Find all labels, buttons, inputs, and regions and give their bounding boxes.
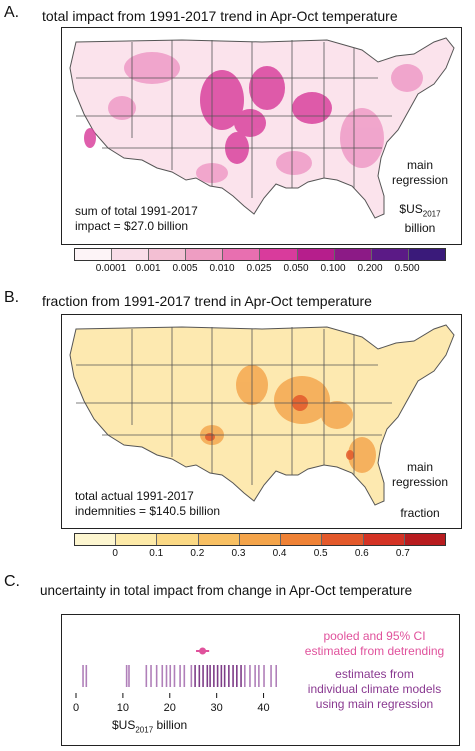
legend-swatch [371,249,409,260]
legend-tick-label: 0 [112,548,118,559]
panel-b-legend-ticks: 0 0.1 0.2 0.3 0.4 0.5 0.6 0.7 [74,548,444,562]
panel-a-model-line2: regression [391,173,449,187]
pooled-legend: pooled and 95% CI estimated from detrend… [292,629,457,659]
xlabel-units-main: $US [112,718,136,732]
legend-tick-label: 0.100 [320,263,346,274]
pooled-legend-line1: pooled and 95% CI [323,629,426,643]
models-legend-line3: using main regression [315,697,434,711]
panel-a-units-line2: billion [404,221,436,236]
xlabel-units-rest: billion [153,718,188,732]
models-legend-line1: estimates from [335,667,414,681]
panel-b-letter: B. [4,289,20,306]
panel-c-box: 0 10 20 30 40 pooled and 95% CI estimated fr… [61,614,460,746]
panel-b-total-note: total actual 1991-2017 indemnities = $14… [75,489,220,519]
legend-tick-label: 0.6 [354,548,369,559]
panel-b-units: fraction [400,506,440,520]
legend-swatch [334,249,372,260]
legend-tick-label: 0.0001 [95,263,127,274]
legend-swatch [223,249,261,260]
x-tick-label: 40 [257,702,269,714]
panel-a-model-label: main regression [385,158,455,188]
legend-swatch [198,534,240,545]
x-tick-label: 20 [164,702,176,714]
models-legend: estimates from individual climate models… [292,667,457,712]
xlabel-units-sub: 2017 [135,725,154,735]
legend-swatch [404,534,445,545]
legend-swatch [75,534,117,545]
legend-tick-label: 0.005 [172,263,198,274]
legend-swatch [363,534,405,545]
panel-a-model-line1: main [406,158,433,172]
us-map-impact [69,37,455,219]
legend-swatch [239,534,282,545]
legend-swatch [157,534,199,545]
x-tick-label: 10 [117,702,129,714]
panel-a-legend [74,248,446,261]
panel-c-letter: C. [4,573,20,590]
legend-tick-label: 0.001 [135,263,161,274]
panel-a-units: $US2017 billion [392,202,448,236]
legend-tick-label: 0.200 [357,263,383,274]
impact-midtones [108,52,423,183]
legend-swatch [322,534,364,545]
panel-a-note-line2: impact = $27.0 billion [75,219,189,233]
legend-tick-label: 0.4 [272,548,287,559]
legend-swatch [281,534,323,545]
state-borders [76,327,392,485]
panel-a-map [61,27,462,245]
legend-tick-label: 0.7 [395,548,410,559]
panel-b-map [61,314,462,529]
panel-a-sum-note: sum of total 1991-2017 impact = $27.0 bi… [75,204,198,234]
models-legend-line2: individual climate models [307,682,442,696]
pooled-legend-line2: estimated from detrending [304,644,445,658]
legend-swatch [186,249,224,260]
x-tick-label: 30 [211,702,223,714]
us-map-fraction [69,324,455,506]
legend-tick-label: 0.3 [231,548,246,559]
panel-c-title: uncertainty in total impact from change … [40,583,413,598]
legend-tick-label: 0.025 [246,263,272,274]
panel-a-units-main: $US [399,202,423,216]
legend-tick-label: 0.2 [190,548,205,559]
legend-tick-label: 0.1 [149,548,164,559]
legend-tick-label: 0.010 [209,263,235,274]
legend-tick-label: 0.050 [283,263,309,274]
legend-swatch [116,534,158,545]
panel-a-legend-ticks: 0.0001 0.001 0.005 0.010 0.025 0.050 0.100 0.20… [74,263,444,277]
panel-c-xlabel: $US2017 billion [112,718,187,737]
panel-b-note-line2: indemnities = $140.5 billion [75,504,221,518]
state-borders [76,40,392,198]
panel-a-letter: A. [4,4,20,21]
panel-b-note-line1: total actual 1991-2017 [75,489,194,503]
legend-swatch [297,249,335,260]
legend-swatch [408,249,445,260]
legend-tick-label: 0.5 [313,548,328,559]
panel-b-model-line2: regression [391,475,449,489]
legend-tick-label: 0.500 [394,263,420,274]
panel-b-model-line1: main [406,460,433,474]
legend-swatch [149,249,187,260]
legend-swatch [112,249,150,260]
panel-a-units-sub: 2017 [422,209,441,219]
panel-a-title: total impact from 1991-2017 trend in Apr… [42,8,398,24]
pooled-estimate-point [199,647,207,655]
legend-swatch [260,249,298,260]
panel-b-model-label: main regression [385,460,455,490]
uncertainty-plot: 0 10 20 30 40 [73,647,278,714]
panel-b-legend [74,533,446,546]
panel-a-note-line1: sum of total 1991-2017 [75,204,198,218]
legend-swatch [75,249,113,260]
panel-b-title: fraction from 1991-2017 trend in Apr-Oct… [42,293,372,309]
x-tick-label: 0 [73,702,79,714]
